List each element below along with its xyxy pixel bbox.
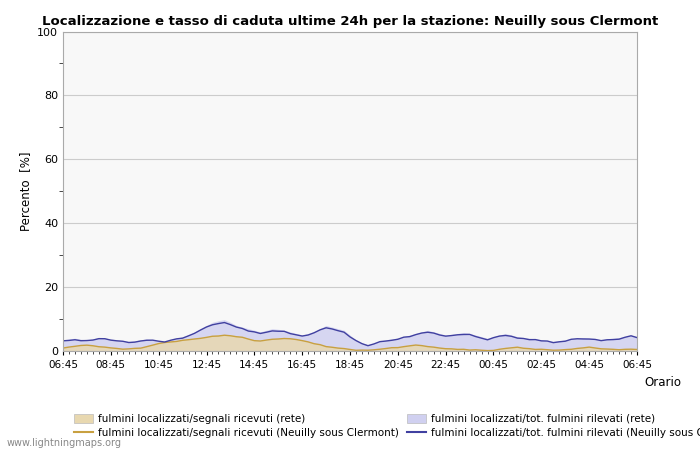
Text: Orario: Orario bbox=[644, 376, 681, 389]
Legend: fulmini localizzati/segnali ricevuti (rete), fulmini localizzati/segnali ricevut: fulmini localizzati/segnali ricevuti (re… bbox=[74, 414, 700, 438]
Title: Localizzazione e tasso di caduta ultime 24h per la stazione: Neuilly sous Clermo: Localizzazione e tasso di caduta ultime … bbox=[42, 14, 658, 27]
Y-axis label: Percento  [%]: Percento [%] bbox=[19, 152, 32, 231]
Text: www.lightningmaps.org: www.lightningmaps.org bbox=[7, 438, 122, 448]
